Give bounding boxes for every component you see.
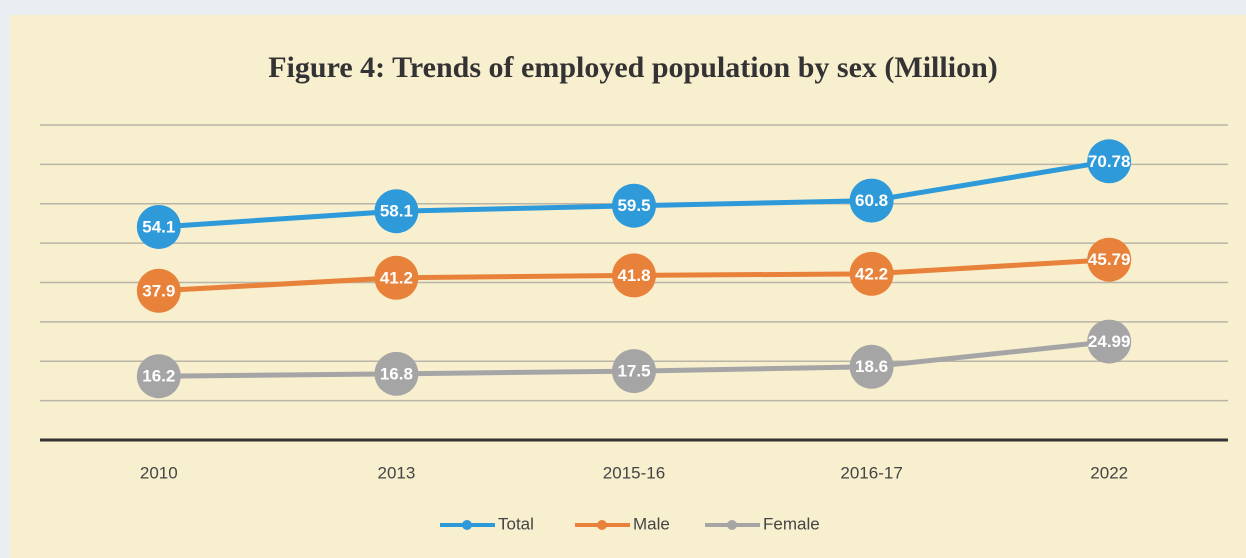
data-point (612, 183, 656, 228)
data-point (1087, 139, 1132, 184)
data-label: 24.99 (1088, 332, 1131, 351)
x-tick-label: 2010 (140, 463, 178, 482)
legend-marker (462, 520, 472, 530)
data-label: 60.8 (855, 191, 888, 210)
data-point (136, 204, 181, 249)
data-label: 70.78 (1088, 152, 1131, 171)
data-point (136, 354, 181, 399)
data-point (374, 189, 419, 234)
data-label: 41.8 (617, 266, 650, 285)
chart-title: Figure 4: Trends of employed population … (268, 51, 998, 84)
data-point (374, 351, 419, 396)
x-tick-label: 2022 (1090, 463, 1128, 482)
data-point (374, 255, 419, 300)
data-label: 16.2 (142, 367, 175, 386)
data-label: 17.5 (617, 362, 650, 381)
x-tick-label: 2013 (377, 463, 415, 482)
data-label: 16.8 (380, 364, 413, 383)
data-label: 59.5 (617, 196, 650, 215)
data-label: 54.1 (142, 217, 175, 236)
legend-label: Male (633, 514, 670, 533)
x-tick-label: 2016-17 (840, 463, 902, 482)
legend-label: Female (763, 514, 820, 533)
legend-marker (727, 520, 737, 530)
data-point (849, 344, 894, 389)
data-label: 41.2 (380, 268, 413, 287)
data-label: 18.6 (855, 357, 888, 376)
data-point (1087, 319, 1132, 364)
data-point (612, 253, 656, 298)
data-label: 45.79 (1088, 250, 1131, 269)
data-point (136, 268, 181, 313)
legend-label: Total (498, 514, 534, 533)
data-point (849, 251, 894, 296)
data-point (849, 178, 894, 223)
data-label: 42.2 (855, 264, 888, 283)
data-point (612, 349, 656, 394)
data-label: 37.9 (142, 281, 175, 300)
data-label: 58.1 (380, 202, 413, 221)
legend-marker (597, 520, 607, 530)
data-point (1087, 237, 1132, 282)
x-tick-label: 2015-16 (603, 463, 665, 482)
